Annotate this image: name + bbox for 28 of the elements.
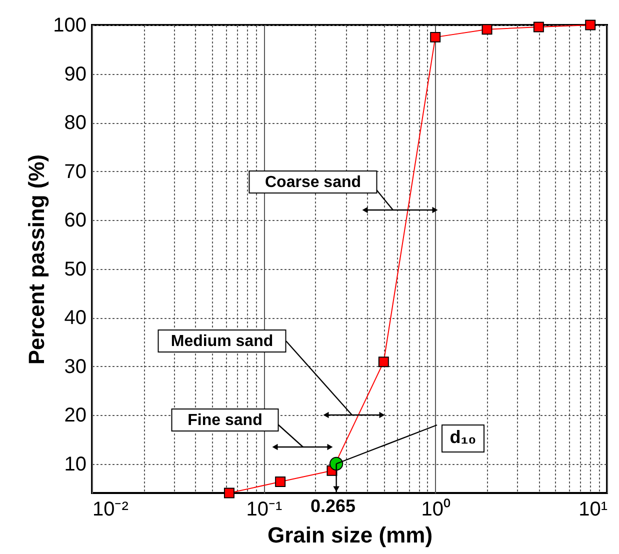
x-tick-label: 10⁻² — [92, 498, 129, 520]
annotation: d₁₀ — [450, 427, 476, 447]
annotation: Coarse sand — [264, 174, 362, 191]
point — [430, 32, 441, 42]
y-tick-label: 40 — [64, 307, 86, 329]
point — [533, 22, 544, 32]
y-tick-label: 20 — [64, 404, 86, 426]
y-tick-label: 50 — [64, 258, 86, 280]
y-tick-label: 80 — [64, 112, 86, 134]
y-tick-label: 90 — [64, 63, 86, 86]
annotation: Medium sand — [170, 333, 274, 350]
y-tick-label: 10 — [64, 453, 86, 476]
point — [275, 476, 286, 488]
y-axis-title: Percent passing (%) — [24, 154, 50, 365]
x-tick-label: 10⁻¹ — [246, 498, 282, 520]
x-axis-title: Grain size (mm) — [267, 522, 433, 548]
y-tick-label: 60 — [64, 210, 86, 232]
point — [482, 24, 492, 35]
annotation: Fine sand — [188, 412, 262, 429]
point — [378, 356, 389, 368]
point — [585, 20, 596, 30]
point — [224, 488, 234, 498]
y-tick-label: 30 — [64, 356, 86, 378]
y-tick-label: 100 — [53, 14, 86, 36]
x-tick-label: 10¹ — [578, 498, 608, 520]
text: 0.265 — [310, 496, 356, 516]
y-tick-label: 70 — [64, 160, 86, 183]
x-tick-label: 10⁰ — [421, 498, 450, 520]
